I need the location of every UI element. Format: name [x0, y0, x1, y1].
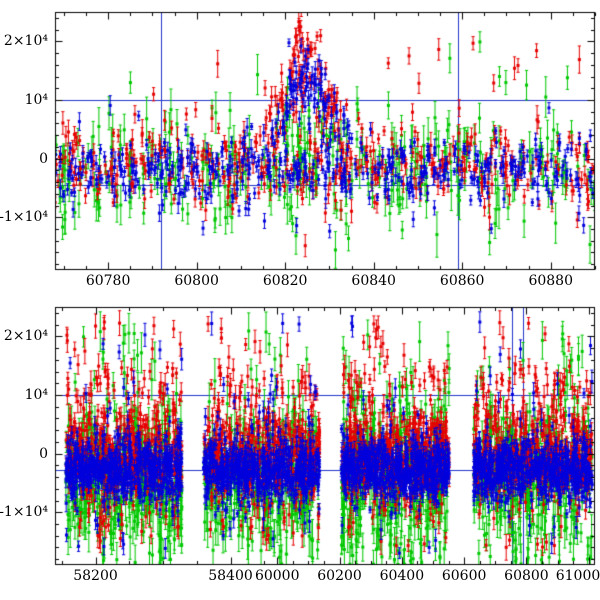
light-curve-figure: 60780 60800 60820 60840 60860 60880 2×10⁴ 10⁴ 0-…: [0, 0, 600, 600]
scatter-plot-canvas: [0, 0, 600, 600]
